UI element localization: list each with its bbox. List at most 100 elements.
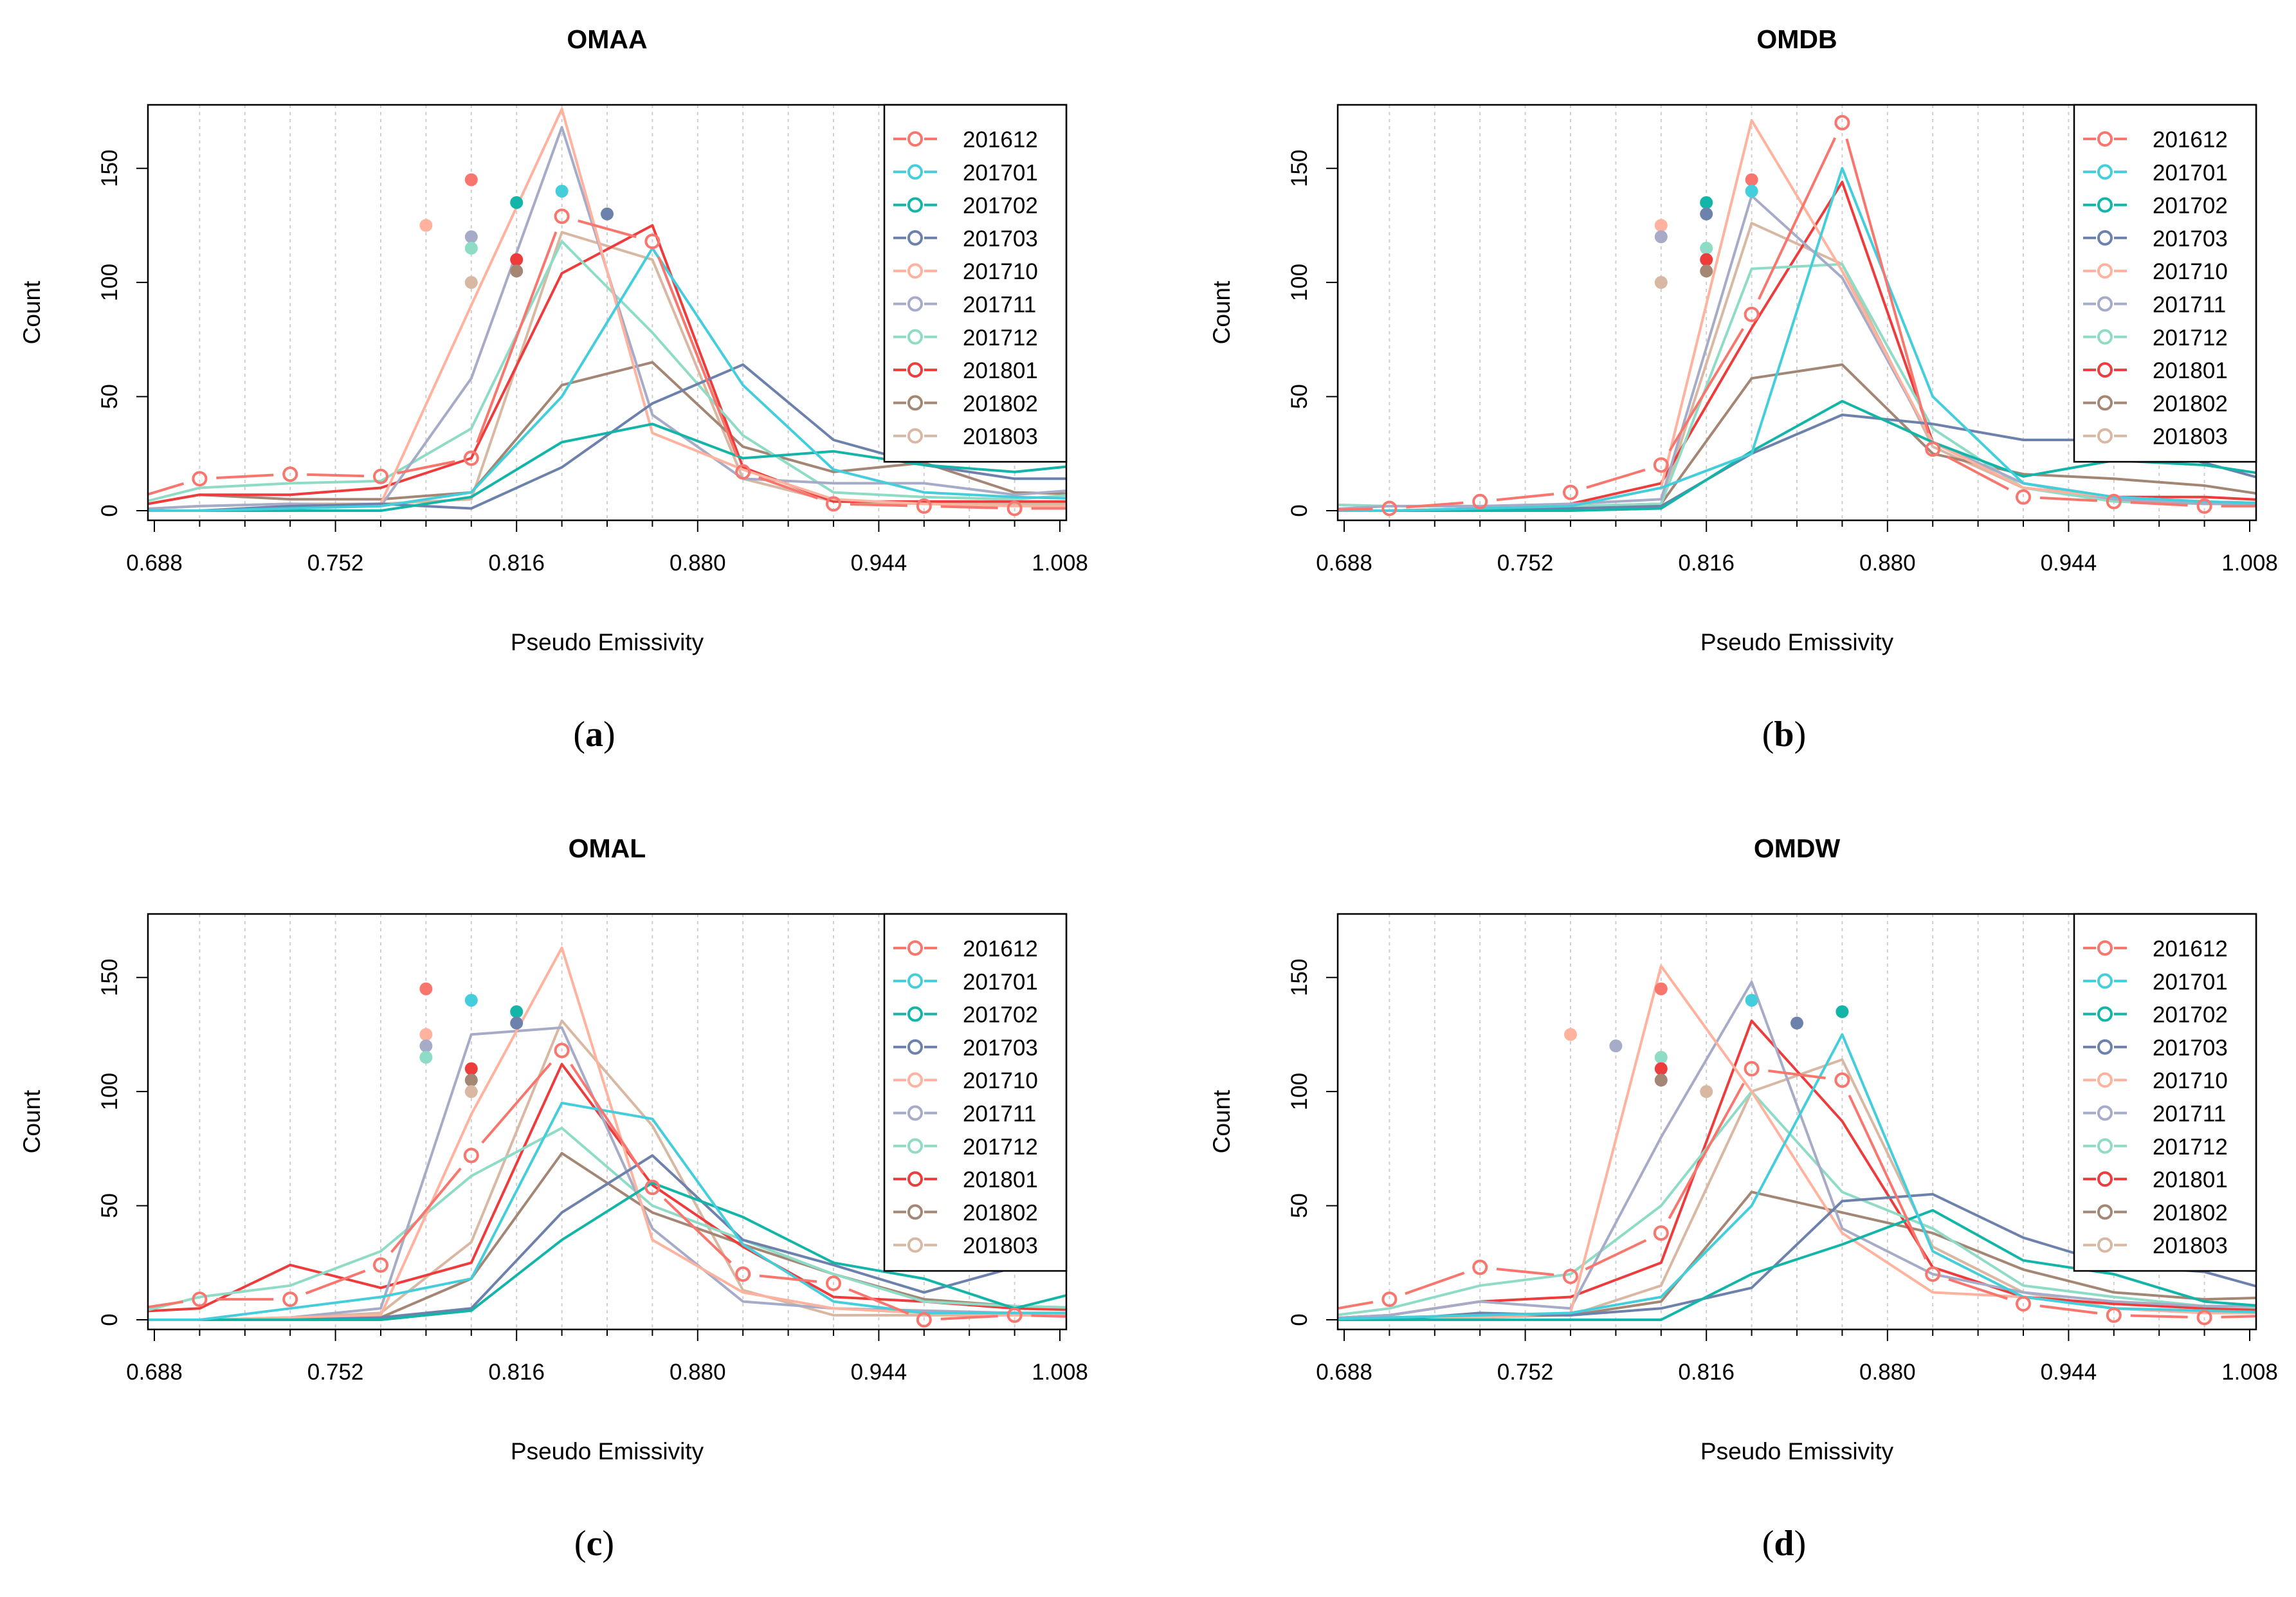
y-tick-label: 150 xyxy=(1287,150,1312,187)
legend-label: 201803 xyxy=(963,424,1038,450)
legend-item-201712: 201712 xyxy=(2083,1135,2228,1160)
series-point-201612 xyxy=(826,496,841,512)
legend-marker xyxy=(907,230,923,246)
peak-marker-201712 xyxy=(1700,241,1713,255)
legend-marker xyxy=(2097,131,2113,147)
legend-label: 201710 xyxy=(963,259,1038,284)
series-point-201612 xyxy=(1925,441,1941,457)
series-point-201612 xyxy=(282,466,298,482)
y-tick-label: 100 xyxy=(1287,264,1312,301)
series-segment-201612 xyxy=(305,1270,366,1295)
legend-label: 201701 xyxy=(963,969,1038,994)
y-axis-label: Count xyxy=(19,1090,45,1153)
peak-marker-201712 xyxy=(464,241,478,255)
chart-title: OMDW xyxy=(1754,834,1841,863)
panel-caption: (b) xyxy=(1762,715,1806,754)
series-segment-201612 xyxy=(663,1198,732,1264)
x-tick-label: 0.752 xyxy=(307,551,364,576)
peak-markers xyxy=(419,982,524,1099)
peak-markers xyxy=(419,173,614,289)
caption-paren: ( xyxy=(1762,715,1774,754)
y-tick-label: 50 xyxy=(97,1193,122,1218)
series-point-201612 xyxy=(735,464,751,480)
series-group xyxy=(1338,114,2296,516)
legend-marker xyxy=(907,1171,923,1187)
series-line-201701 xyxy=(148,246,1066,512)
series-point-201612 xyxy=(2106,493,2122,509)
series-segment-201612 xyxy=(1496,1268,1554,1276)
peak-marker-201701 xyxy=(1745,994,1758,1007)
series-segment-201612 xyxy=(1848,1095,1927,1260)
series-segment-201612 xyxy=(657,256,738,457)
chart-panel-omdb: 0.688 0.752 0.816 0.880 0.944 1.008 0 50 100 150 O… xyxy=(1208,24,2296,754)
peak-marker-201801 xyxy=(510,253,524,266)
series-point-201612 xyxy=(463,1147,479,1164)
series-point-201612 xyxy=(373,1257,388,1273)
legend-marker xyxy=(2097,940,2113,956)
y-axis-label: Count xyxy=(1208,1090,1235,1153)
legend-label: 201802 xyxy=(2153,1200,2228,1225)
legend-label: 201711 xyxy=(963,293,1036,318)
legend: 201612 201701 201702 201703 201710 201711 2017… xyxy=(2073,104,2257,463)
legend-item-201802: 201802 xyxy=(893,1200,1038,1225)
legend-item-201803: 201803 xyxy=(893,424,1038,450)
series-segment-201612 xyxy=(2039,497,2097,502)
series-line-201711 xyxy=(1338,194,2256,510)
y-axis-label: Count xyxy=(19,280,45,344)
legend-marker xyxy=(2097,263,2113,279)
series-line-201701 xyxy=(1338,167,2256,512)
legend-item-201711: 201711 xyxy=(893,1102,1036,1127)
series-point-201612 xyxy=(2016,1296,2031,1312)
legend-item-201612: 201612 xyxy=(893,127,1038,152)
peak-marker-201712 xyxy=(419,1050,433,1064)
series-point-201612 xyxy=(1098,502,1111,515)
y-tick-label: 0 xyxy=(97,1313,122,1326)
y-tick-label: 50 xyxy=(1287,1193,1312,1218)
peak-marker-201612 xyxy=(419,982,433,996)
x-tick-label: 0.688 xyxy=(1316,1360,1372,1385)
series-point-201612 xyxy=(644,1180,661,1196)
series-point-201612 xyxy=(554,208,570,224)
series-segment-201612 xyxy=(476,231,558,443)
series-point-201612 xyxy=(2288,500,2296,513)
legend-label: 201702 xyxy=(963,194,1038,219)
x-tick-label: 0.944 xyxy=(851,551,907,576)
series-line-201702 xyxy=(148,1182,1066,1321)
legend-marker xyxy=(907,329,923,345)
legend-item-201701: 201701 xyxy=(2083,160,2228,185)
series-point-201612 xyxy=(1381,1291,1398,1308)
x-tick-label: 0.880 xyxy=(670,1360,726,1385)
series-group xyxy=(148,107,1111,516)
series-point-201612 xyxy=(282,1291,298,1308)
series-point-201612 xyxy=(2106,1307,2122,1323)
x-tick-label: 0.880 xyxy=(1859,1360,1916,1385)
chart-title: OMAL xyxy=(569,834,646,863)
legend-marker xyxy=(907,263,923,279)
legend: 201612 201701 201702 201703 201710 201711 2017… xyxy=(883,913,1068,1272)
series-point-201612 xyxy=(1381,500,1398,516)
series-segment-201612 xyxy=(758,476,819,500)
legend-label: 201802 xyxy=(963,391,1038,416)
legend-label: 201612 xyxy=(963,127,1038,152)
x-axis: 0.688 0.752 0.816 0.880 0.944 1.008 xyxy=(126,520,1088,576)
legend-marker xyxy=(2097,1039,2113,1055)
x-tick-label: 1.008 xyxy=(1032,1360,1088,1385)
legend-item-201702: 201702 xyxy=(893,1003,1038,1028)
series-segment-201612 xyxy=(848,1288,909,1315)
legend-marker xyxy=(907,1039,923,1055)
series-point-201612 xyxy=(2196,1310,2212,1326)
x-tick-label: 1.008 xyxy=(2221,551,2278,576)
legend-item-201802: 201802 xyxy=(2083,1200,2228,1225)
series-line-201701 xyxy=(148,1101,1066,1321)
y-tick-label: 100 xyxy=(1287,1073,1312,1110)
peak-marker-201710 xyxy=(419,1028,433,1041)
series-segment-201612 xyxy=(216,473,274,480)
series-point-201612 xyxy=(1563,484,1578,500)
legend-label: 201803 xyxy=(963,1234,1038,1259)
legend-marker xyxy=(2097,973,2113,989)
legend-item-201702: 201702 xyxy=(893,194,1038,219)
legend-item-201710: 201710 xyxy=(893,259,1038,284)
legend-marker xyxy=(907,428,923,444)
legend-label: 201612 xyxy=(963,936,1038,962)
